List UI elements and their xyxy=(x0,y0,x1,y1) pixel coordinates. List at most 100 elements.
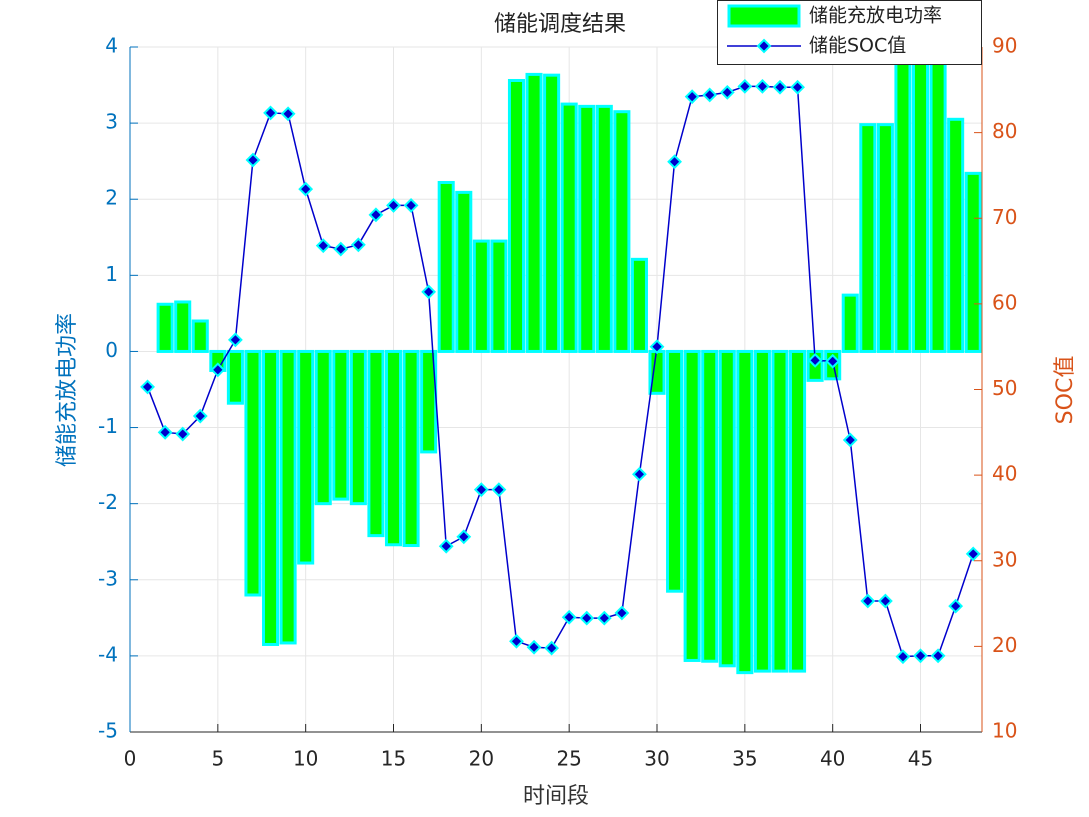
bar xyxy=(789,349,807,673)
x-tick-label: 45 xyxy=(908,747,933,771)
marker xyxy=(456,529,472,545)
bar xyxy=(964,171,982,353)
x-tick-label: 10 xyxy=(293,747,318,771)
marker xyxy=(245,152,261,168)
bar xyxy=(630,257,648,353)
marker xyxy=(509,633,524,649)
y-tick-label: -5 xyxy=(98,719,118,743)
bar xyxy=(718,349,736,668)
y2-tick-label: 40 xyxy=(992,462,1017,486)
marker xyxy=(649,339,665,355)
marker xyxy=(210,362,226,378)
marker xyxy=(737,78,753,94)
bar xyxy=(753,349,771,673)
marker xyxy=(263,105,278,121)
bar xyxy=(947,117,965,353)
bar xyxy=(174,300,192,353)
marker xyxy=(157,424,173,440)
bar xyxy=(578,104,596,353)
bar xyxy=(191,319,209,353)
bar xyxy=(525,72,543,353)
y-tick-label: 4 xyxy=(105,34,118,58)
lines xyxy=(140,78,981,665)
bar xyxy=(911,47,930,353)
y2-tick-label: 10 xyxy=(992,719,1017,743)
marker xyxy=(175,426,191,442)
bar xyxy=(226,349,244,405)
bar xyxy=(332,349,350,501)
y2-tick-label: 20 xyxy=(992,633,1017,657)
bar xyxy=(402,349,420,548)
x-axis-label: 时间段 xyxy=(523,784,589,809)
y2-axis-label: SOC值 xyxy=(1053,356,1078,425)
y-tick-label: -3 xyxy=(98,566,118,590)
x-tick-label: 15 xyxy=(381,747,406,771)
marker xyxy=(860,593,876,609)
legend-swatch xyxy=(727,4,801,28)
bar xyxy=(736,349,754,675)
bar xyxy=(490,239,508,353)
bar xyxy=(437,180,455,353)
bar xyxy=(701,349,719,663)
marker xyxy=(913,648,928,664)
bar xyxy=(929,47,947,353)
marker xyxy=(719,84,735,100)
bar xyxy=(595,104,613,353)
marker xyxy=(473,482,489,498)
marker xyxy=(280,106,296,122)
marker xyxy=(491,482,507,498)
marker xyxy=(895,649,911,665)
marker xyxy=(544,640,560,656)
marker xyxy=(140,379,155,395)
axes: 0 5 10 15 20 25 30 35 40 45 -5 -4 -3 -2 -1 0 1 2 3 4 10 20 30 4… xyxy=(98,34,1017,771)
bar xyxy=(384,349,403,547)
x-tick-label: 30 xyxy=(644,747,669,771)
bar xyxy=(367,349,385,538)
bar xyxy=(349,349,367,506)
y2-tick-label: 50 xyxy=(992,376,1017,400)
bar xyxy=(894,47,912,353)
marker xyxy=(526,639,542,655)
marker xyxy=(632,466,647,482)
bar xyxy=(543,73,561,353)
marker xyxy=(702,87,718,103)
y2-tick-label: 80 xyxy=(992,119,1017,143)
bar xyxy=(156,302,174,353)
marker xyxy=(790,79,805,95)
y2-tick-label: 60 xyxy=(992,290,1017,314)
marker xyxy=(667,154,682,170)
bar xyxy=(666,349,684,593)
bar xyxy=(859,123,877,353)
bar xyxy=(472,239,490,353)
marker xyxy=(614,605,630,621)
marker xyxy=(315,238,331,254)
bar xyxy=(297,349,315,565)
bar xyxy=(507,78,526,353)
y2-tick-label: 70 xyxy=(992,205,1017,229)
bar xyxy=(771,349,789,673)
y-tick-label: 1 xyxy=(105,262,118,286)
bar xyxy=(560,102,578,353)
marker xyxy=(579,610,595,626)
y-tick-label: -4 xyxy=(98,642,118,666)
y2-tick-label: 90 xyxy=(992,34,1017,58)
x-tick-label: 5 xyxy=(211,747,224,771)
marker xyxy=(772,79,788,95)
x-tick-label: 20 xyxy=(469,747,494,771)
marker xyxy=(421,284,437,300)
bar xyxy=(613,110,631,353)
chart-title: 储能调度结果 xyxy=(494,12,626,37)
marker xyxy=(192,408,208,424)
marker xyxy=(825,353,841,369)
marker xyxy=(368,207,384,223)
bar xyxy=(279,349,297,645)
marker xyxy=(807,352,823,368)
marker xyxy=(596,610,612,626)
legend-label: 储能SOC值 xyxy=(809,35,906,57)
marker xyxy=(227,332,243,348)
marker xyxy=(298,181,314,197)
y-tick-label: 3 xyxy=(105,110,118,134)
bar xyxy=(314,349,332,506)
